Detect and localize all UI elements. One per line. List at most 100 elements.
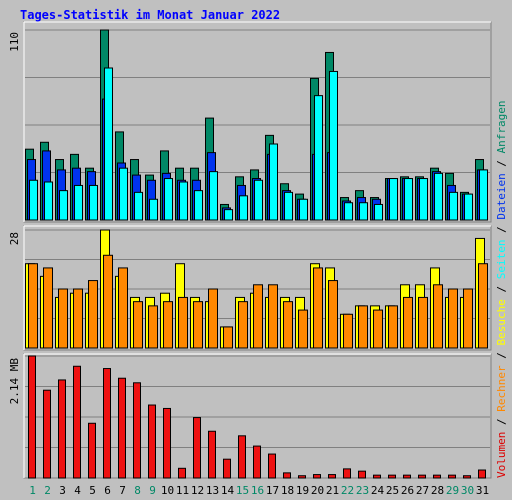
bar-seiten-day-5 <box>89 184 98 221</box>
bar-rechner-day-30 <box>463 288 473 349</box>
bar-volumen-day-2 <box>43 389 51 479</box>
bar-volumen-day-23 <box>358 470 366 479</box>
bar-rechner-day-15 <box>238 301 248 349</box>
x-tick-label-day-17: 17 <box>266 484 279 497</box>
x-tick-label-day-8: 8 <box>134 484 141 497</box>
bar-volumen-day-17 <box>268 453 276 479</box>
bar-volumen-day-4 <box>73 365 81 479</box>
bar-rechner-day-2 <box>43 267 53 349</box>
bar-rechner-day-31 <box>478 263 488 349</box>
x-tick-label-day-12: 12 <box>191 484 204 497</box>
bar-seiten-day-18 <box>284 191 293 221</box>
bar-seiten-day-7 <box>119 167 128 221</box>
bar-volumen-day-5 <box>88 422 96 479</box>
bar-seiten-day-30 <box>464 193 473 221</box>
x-tick-label-day-6: 6 <box>104 484 111 497</box>
bar-seiten-day-27 <box>419 178 428 221</box>
bar-rechner-day-10 <box>163 301 173 349</box>
x-tick-label-day-22: 22 <box>341 484 354 497</box>
x-tick-label-day-11: 11 <box>176 484 189 497</box>
bar-volumen-day-18 <box>283 472 291 479</box>
bar-volumen-day-12 <box>193 417 201 479</box>
bar-rechner-day-1 <box>28 263 38 349</box>
bar-rechner-day-26 <box>403 296 413 349</box>
bar-rechner-day-27 <box>418 296 428 349</box>
x-tick-label-day-7: 7 <box>119 484 126 497</box>
bar-volumen-day-20 <box>313 474 321 479</box>
bar-volumen-day-19 <box>298 475 306 479</box>
bar-seiten-day-26 <box>404 178 413 221</box>
x-tick-label-day-10: 10 <box>161 484 174 497</box>
bar-volumen-day-8 <box>133 382 141 479</box>
bar-rechner-day-22 <box>343 313 353 349</box>
bar-volumen-day-1 <box>28 355 36 479</box>
x-tick-label-day-27: 27 <box>416 484 429 497</box>
bar-rechner-day-12 <box>193 301 203 349</box>
x-tick-label-day-9: 9 <box>149 484 156 497</box>
x-tick-label-day-15: 15 <box>236 484 249 497</box>
legend-item-0: Volumen <box>495 432 508 478</box>
chart-title: Tages-Statistik im Monat Januar 2022 <box>20 8 281 22</box>
bar-rechner-day-4 <box>73 288 83 349</box>
bar-seiten-day-23 <box>359 202 368 221</box>
legend-item-3: / <box>495 346 508 366</box>
legend-item-10: Anfragen <box>495 100 508 153</box>
bar-rechner-day-16 <box>253 284 263 349</box>
bar-volumen-day-21 <box>328 474 336 479</box>
bar-seiten-day-12 <box>194 190 203 221</box>
x-tick-label-day-3: 3 <box>59 484 66 497</box>
bar-seiten-day-14 <box>224 209 233 221</box>
y-max-label-2: 28 <box>8 232 21 245</box>
bar-seiten-day-15 <box>239 195 248 221</box>
x-tick-label-day-1: 1 <box>29 484 36 497</box>
bar-volumen-day-7 <box>118 377 126 479</box>
bar-volumen-day-25 <box>388 474 396 479</box>
bar-seiten-day-13 <box>209 171 218 221</box>
x-tick-label-day-13: 13 <box>206 484 219 497</box>
bar-volumen-day-15 <box>238 435 246 479</box>
bar-volumen-day-30 <box>463 475 471 479</box>
bar-rechner-day-29 <box>448 288 458 349</box>
vertical-legend: Volumen / Rechner / Besuche / Seiten / D… <box>495 100 508 478</box>
bar-rechner-day-5 <box>88 280 98 349</box>
x-tick-label-day-25: 25 <box>386 484 399 497</box>
bar-rechner-day-13 <box>208 288 218 349</box>
bar-seiten-day-3 <box>59 190 68 221</box>
bar-seiten-day-2 <box>44 181 53 221</box>
bar-rechner-day-7 <box>118 267 128 349</box>
bar-rechner-day-25 <box>388 305 398 349</box>
x-tick-label-day-28: 28 <box>431 484 444 497</box>
bar-seiten-day-20 <box>314 95 323 221</box>
bar-rechner-day-9 <box>148 305 158 349</box>
bar-volumen-day-14 <box>223 458 231 479</box>
bar-rechner-day-20 <box>313 267 323 349</box>
bar-rechner-day-21 <box>328 280 338 349</box>
legend-item-8: Dateien <box>495 173 508 219</box>
bar-volumen-day-11 <box>178 467 186 479</box>
x-tick-label-day-16: 16 <box>251 484 264 497</box>
x-tick-label-day-30: 30 <box>461 484 474 497</box>
bar-volumen-day-29 <box>448 474 456 479</box>
bar-seiten-day-21 <box>329 70 338 221</box>
bar-seiten-day-11 <box>179 181 188 221</box>
bar-volumen-day-9 <box>148 404 156 479</box>
x-tick-label-day-5: 5 <box>89 484 96 497</box>
bar-rechner-day-11 <box>178 296 188 349</box>
x-tick-label-day-21: 21 <box>326 484 339 497</box>
bar-seiten-day-28 <box>434 172 443 221</box>
bar-rechner-day-8 <box>133 301 143 349</box>
bar-rechner-day-28 <box>433 284 443 349</box>
x-tick-label-day-2: 2 <box>44 484 51 497</box>
bar-volumen-day-13 <box>208 430 216 479</box>
bar-volumen-day-6 <box>103 368 111 479</box>
bar-seiten-day-25 <box>389 178 398 221</box>
bar-seiten-day-31 <box>479 169 488 221</box>
bar-seiten-day-24 <box>374 203 383 221</box>
bar-seiten-day-4 <box>74 184 83 221</box>
x-tick-label-day-4: 4 <box>74 484 81 497</box>
legend-item-1: / <box>495 412 508 432</box>
bar-seiten-day-10 <box>164 178 173 221</box>
x-tick-label-day-29: 29 <box>446 484 459 497</box>
bar-rechner-day-3 <box>58 288 68 349</box>
